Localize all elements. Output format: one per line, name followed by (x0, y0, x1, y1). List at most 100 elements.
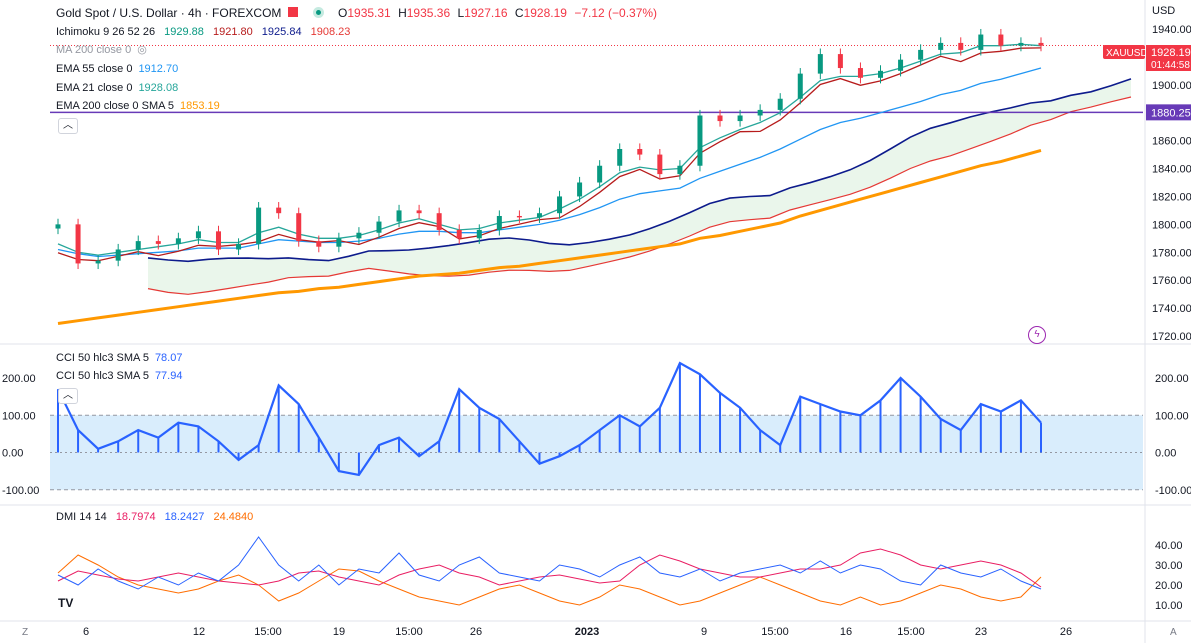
collapse-legend-button[interactable]: ︿ (58, 118, 78, 134)
time-axis-label: 23 (975, 626, 987, 638)
time-axis-label: 26 (470, 626, 482, 638)
cci-tick-right: -100.00 (1155, 485, 1191, 497)
last-price-tag (1146, 45, 1191, 71)
time-axis-label: 15:00 (897, 626, 925, 638)
candle-body (1038, 42, 1044, 46)
close-value: 1928.19 (523, 6, 567, 20)
candle-body (918, 49, 924, 60)
candle-body (837, 54, 843, 69)
cci-line (57, 361, 1042, 477)
hidden-eye-icon[interactable]: ◎ (137, 44, 147, 56)
collapse-cci-legend-button[interactable]: ︿ (58, 388, 78, 404)
legend-ema55[interactable]: EMA 55 close 0 1912.70 (56, 63, 179, 75)
candle-body (817, 54, 823, 74)
candle-body (516, 215, 522, 218)
market-status-icon[interactable] (313, 7, 324, 18)
adx-line (57, 554, 1042, 606)
symbol-title[interactable]: Gold Spot / U.S. Dollar · 4h · FOREXCOM (56, 6, 282, 20)
candle-body (436, 213, 442, 230)
low-value: 1927.16 (464, 6, 508, 20)
candle-body (236, 243, 242, 250)
time-axis-label: 9 (701, 626, 707, 638)
ichimoku-kijun-line (57, 47, 1042, 262)
price-tick-label: 1940.00 (1152, 24, 1191, 36)
candle-body (777, 98, 783, 110)
candle-body (215, 231, 221, 250)
time-axis-label: 16 (840, 626, 852, 638)
candle-body (55, 224, 61, 229)
candle-body (95, 260, 101, 264)
candle-body (998, 34, 1004, 46)
time-axis-label: 26 (1060, 626, 1072, 638)
candle-body (797, 73, 803, 99)
alert-icon[interactable] (288, 7, 298, 17)
ohlc-values: O1935.31 H1935.36 L1927.16 C1928.19 −7.1… (338, 6, 658, 20)
candle-body (536, 213, 542, 218)
price-tick-label: 1760.00 (1152, 275, 1191, 287)
dmi-tick-label: 20.00 (1155, 580, 1183, 592)
candle-body (476, 229, 482, 239)
price-tick-label: 1800.00 (1152, 219, 1191, 231)
candle-body (938, 42, 944, 50)
price-tick-label: 1780.00 (1152, 247, 1191, 259)
price-unit-label: USD (1152, 5, 1175, 17)
ema55-line (57, 67, 1042, 258)
flash-event-icon[interactable]: ϟ (1028, 326, 1046, 344)
price-tick-label: 1720.00 (1152, 331, 1191, 343)
hline-price-label: 1880.25 (1151, 107, 1191, 119)
time-axis-label: 15:00 (761, 626, 789, 638)
candle-body (396, 210, 402, 222)
candle-body (356, 232, 362, 239)
ichimoku-cloud (148, 78, 1131, 295)
candle-body (135, 241, 141, 250)
ichimoku-span-a-line (147, 78, 1132, 263)
ema200-line (57, 148, 1042, 325)
candle-body (115, 249, 121, 261)
high-value: 1935.36 (406, 6, 451, 20)
dmi-tick-label: 30.00 (1155, 560, 1183, 572)
candle-body (155, 241, 161, 244)
tradingview-logo: TV (58, 596, 74, 610)
legend-ma200[interactable]: MA 200 close 0 ◎ (56, 44, 147, 56)
symbol-tag (1103, 45, 1145, 59)
legend-ema200[interactable]: EMA 200 close 0 SMA 5 1853.19 (56, 100, 220, 112)
time-axis-label: 19 (333, 626, 345, 638)
candle-body (416, 210, 422, 214)
legend-ichimoku[interactable]: Ichimoku 9 26 52 26 1929.88 1921.80 1925… (56, 26, 351, 38)
time-axis-left-button: Z (22, 627, 28, 638)
candle-body (898, 59, 904, 71)
cci-tick-right: 100.00 (1155, 410, 1189, 422)
candle-body (276, 207, 282, 214)
price-tick-label: 1840.00 (1152, 164, 1191, 176)
candle-body (617, 148, 623, 166)
time-axis-label: 15:00 (395, 626, 423, 638)
candle-body (978, 34, 984, 50)
cci-tick-left: 200.00 (2, 373, 36, 385)
cci-tick-left: -100.00 (2, 485, 39, 497)
candle-body (577, 182, 583, 197)
legend-ema21[interactable]: EMA 21 close 0 1928.08 (56, 82, 179, 94)
legend-cci2[interactable]: CCI 50 hlc3 SMA 5 77.94 (56, 370, 183, 382)
countdown-label: 01:44:58 (1151, 60, 1190, 71)
candle-body (256, 207, 262, 244)
legend-dmi[interactable]: DMI 14 14 18.7974 18.2427 24.4840 (56, 511, 254, 523)
open-value: 1935.31 (347, 6, 391, 20)
candle-body (637, 148, 643, 155)
dmi-plus-line (57, 536, 1042, 590)
dmi-tick-label: 40.00 (1155, 540, 1183, 552)
candle-body (697, 115, 703, 166)
last-price-label: 1928.19 (1151, 47, 1191, 59)
candle-body (75, 224, 81, 264)
price-tick-label: 1860.00 (1152, 136, 1191, 148)
ichimoku-span-b-line (147, 96, 1132, 295)
ema21-line (57, 43, 1042, 256)
candle-body (657, 154, 663, 175)
candle-body (878, 70, 884, 78)
time-axis-label: 2023 (575, 626, 599, 638)
candle-body (175, 238, 181, 244)
legend-cci1[interactable]: CCI 50 hlc3 SMA 5 78.07 (56, 352, 183, 364)
symbol-header: Gold Spot / U.S. Dollar · 4h · FOREXCOM (56, 6, 287, 20)
candle-body (456, 229, 462, 239)
